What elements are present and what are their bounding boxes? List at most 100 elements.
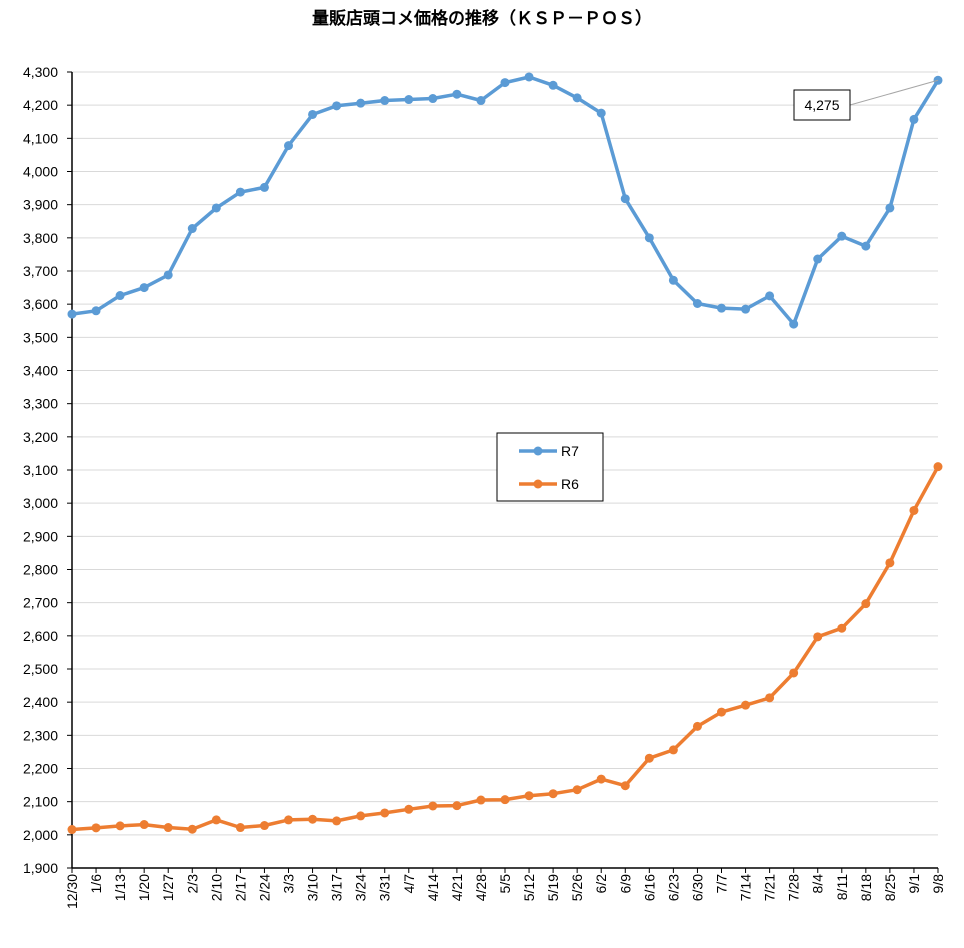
x-tick-label: 7/28: [786, 874, 802, 901]
data-point: [861, 599, 871, 609]
x-tick-label: 3/17: [329, 874, 345, 901]
data-point: [692, 299, 702, 309]
y-tick-label: 4,200: [23, 97, 58, 113]
x-tick-label: 8/25: [882, 874, 898, 901]
data-point: [67, 309, 77, 319]
callout-leader: [849, 79, 939, 106]
data-point: [524, 791, 534, 801]
y-tick-label: 3,400: [23, 363, 58, 379]
y-tick-label: 3,000: [23, 495, 58, 511]
data-point: [259, 182, 269, 192]
x-tick-label: 5/12: [521, 874, 537, 901]
data-point: [235, 823, 245, 833]
x-tick-label: 7/21: [762, 874, 778, 901]
data-point: [163, 270, 173, 280]
data-point: [909, 505, 919, 515]
data-point: [620, 194, 630, 204]
x-tick-label: 1/20: [136, 874, 152, 901]
x-tick-label: 4/7: [401, 874, 417, 894]
data-point: [284, 815, 293, 825]
data-point: [668, 745, 678, 755]
data-point: [476, 96, 486, 106]
data-point: [187, 224, 197, 234]
y-tick-label: 2,300: [23, 727, 58, 743]
x-tick-label: 5/5: [497, 874, 513, 894]
data-point: [596, 108, 606, 118]
data-point: [644, 753, 654, 763]
data-point: [428, 801, 438, 811]
legend: R7 R6: [496, 432, 604, 502]
data-point: [235, 187, 245, 197]
callout-label: 4,275: [804, 97, 839, 113]
legend-swatch-marker: [533, 446, 543, 456]
data-point: [500, 78, 510, 88]
data-point: [620, 781, 630, 791]
data-point: [813, 632, 823, 642]
x-tick-label: 6/2: [593, 874, 609, 894]
data-point: [211, 815, 221, 825]
series-layer: [67, 72, 943, 835]
legend-label: R7: [561, 443, 579, 459]
x-tick-label: 3/24: [353, 874, 369, 901]
x-tick-label: 7/7: [714, 874, 730, 894]
data-callout: 4,275: [793, 79, 939, 121]
data-point: [644, 233, 654, 243]
series-r7: [67, 72, 943, 329]
x-tick-label: 3/3: [281, 874, 297, 894]
data-point: [909, 114, 919, 124]
y-tick-label: 3,100: [23, 462, 58, 478]
data-point: [837, 231, 847, 241]
data-point: [885, 558, 895, 568]
series-r6: [67, 462, 943, 835]
x-tick-label: 6/9: [617, 874, 633, 894]
data-point: [765, 693, 775, 703]
y-tick-label: 3,500: [23, 329, 58, 345]
data-point: [211, 203, 221, 213]
data-point: [91, 306, 101, 316]
data-point: [115, 291, 125, 301]
x-tick-label: 5/26: [569, 874, 585, 901]
data-point: [885, 203, 895, 213]
data-point: [139, 283, 149, 293]
data-point: [404, 95, 414, 105]
axes: [71, 72, 938, 869]
data-point: [837, 623, 847, 633]
x-tick-label: 1/13: [112, 874, 128, 901]
y-tick-label: 3,200: [23, 429, 58, 445]
data-point: [741, 700, 751, 710]
y-tick-label: 3,800: [23, 230, 58, 246]
x-tick-label: 6/30: [689, 874, 705, 901]
data-point: [789, 319, 799, 329]
data-point: [91, 823, 101, 833]
data-point: [139, 820, 149, 830]
y-tick-label: 3,700: [23, 263, 58, 279]
data-point: [717, 303, 726, 313]
data-point: [332, 101, 342, 111]
x-tick-label: 2/10: [208, 874, 224, 901]
x-tick-label: 7/14: [738, 874, 754, 901]
data-point: [259, 821, 269, 831]
data-point: [380, 808, 390, 818]
data-point: [356, 811, 366, 821]
y-tick-label: 4,100: [23, 130, 58, 146]
y-tick-label: 2,500: [23, 661, 58, 677]
x-tick-label: 12/30: [64, 874, 80, 909]
x-tick-label: 2/24: [256, 874, 272, 901]
data-point: [524, 72, 534, 82]
data-point: [115, 821, 125, 831]
data-point: [404, 804, 414, 814]
data-point: [548, 789, 558, 799]
y-tick-label: 2,700: [23, 595, 58, 611]
data-point: [717, 707, 726, 717]
y-tick-label: 3,300: [23, 396, 58, 412]
data-point: [572, 785, 582, 795]
data-point: [428, 94, 438, 104]
chart-title: 量販店頭コメ価格の推移（ＫＳＰ－ＰＯＳ）: [312, 8, 652, 29]
y-tick-label: 2,600: [23, 628, 58, 644]
x-tick-label: 9/8: [930, 874, 946, 894]
y-axis-tick-labels: 1,900 2,000 2,100 2,200 2,300 2,400 2,500 2,600…: [23, 64, 72, 876]
data-point: [308, 814, 318, 824]
y-tick-label: 2,900: [23, 528, 58, 544]
x-tick-label: 8/4: [810, 874, 826, 894]
